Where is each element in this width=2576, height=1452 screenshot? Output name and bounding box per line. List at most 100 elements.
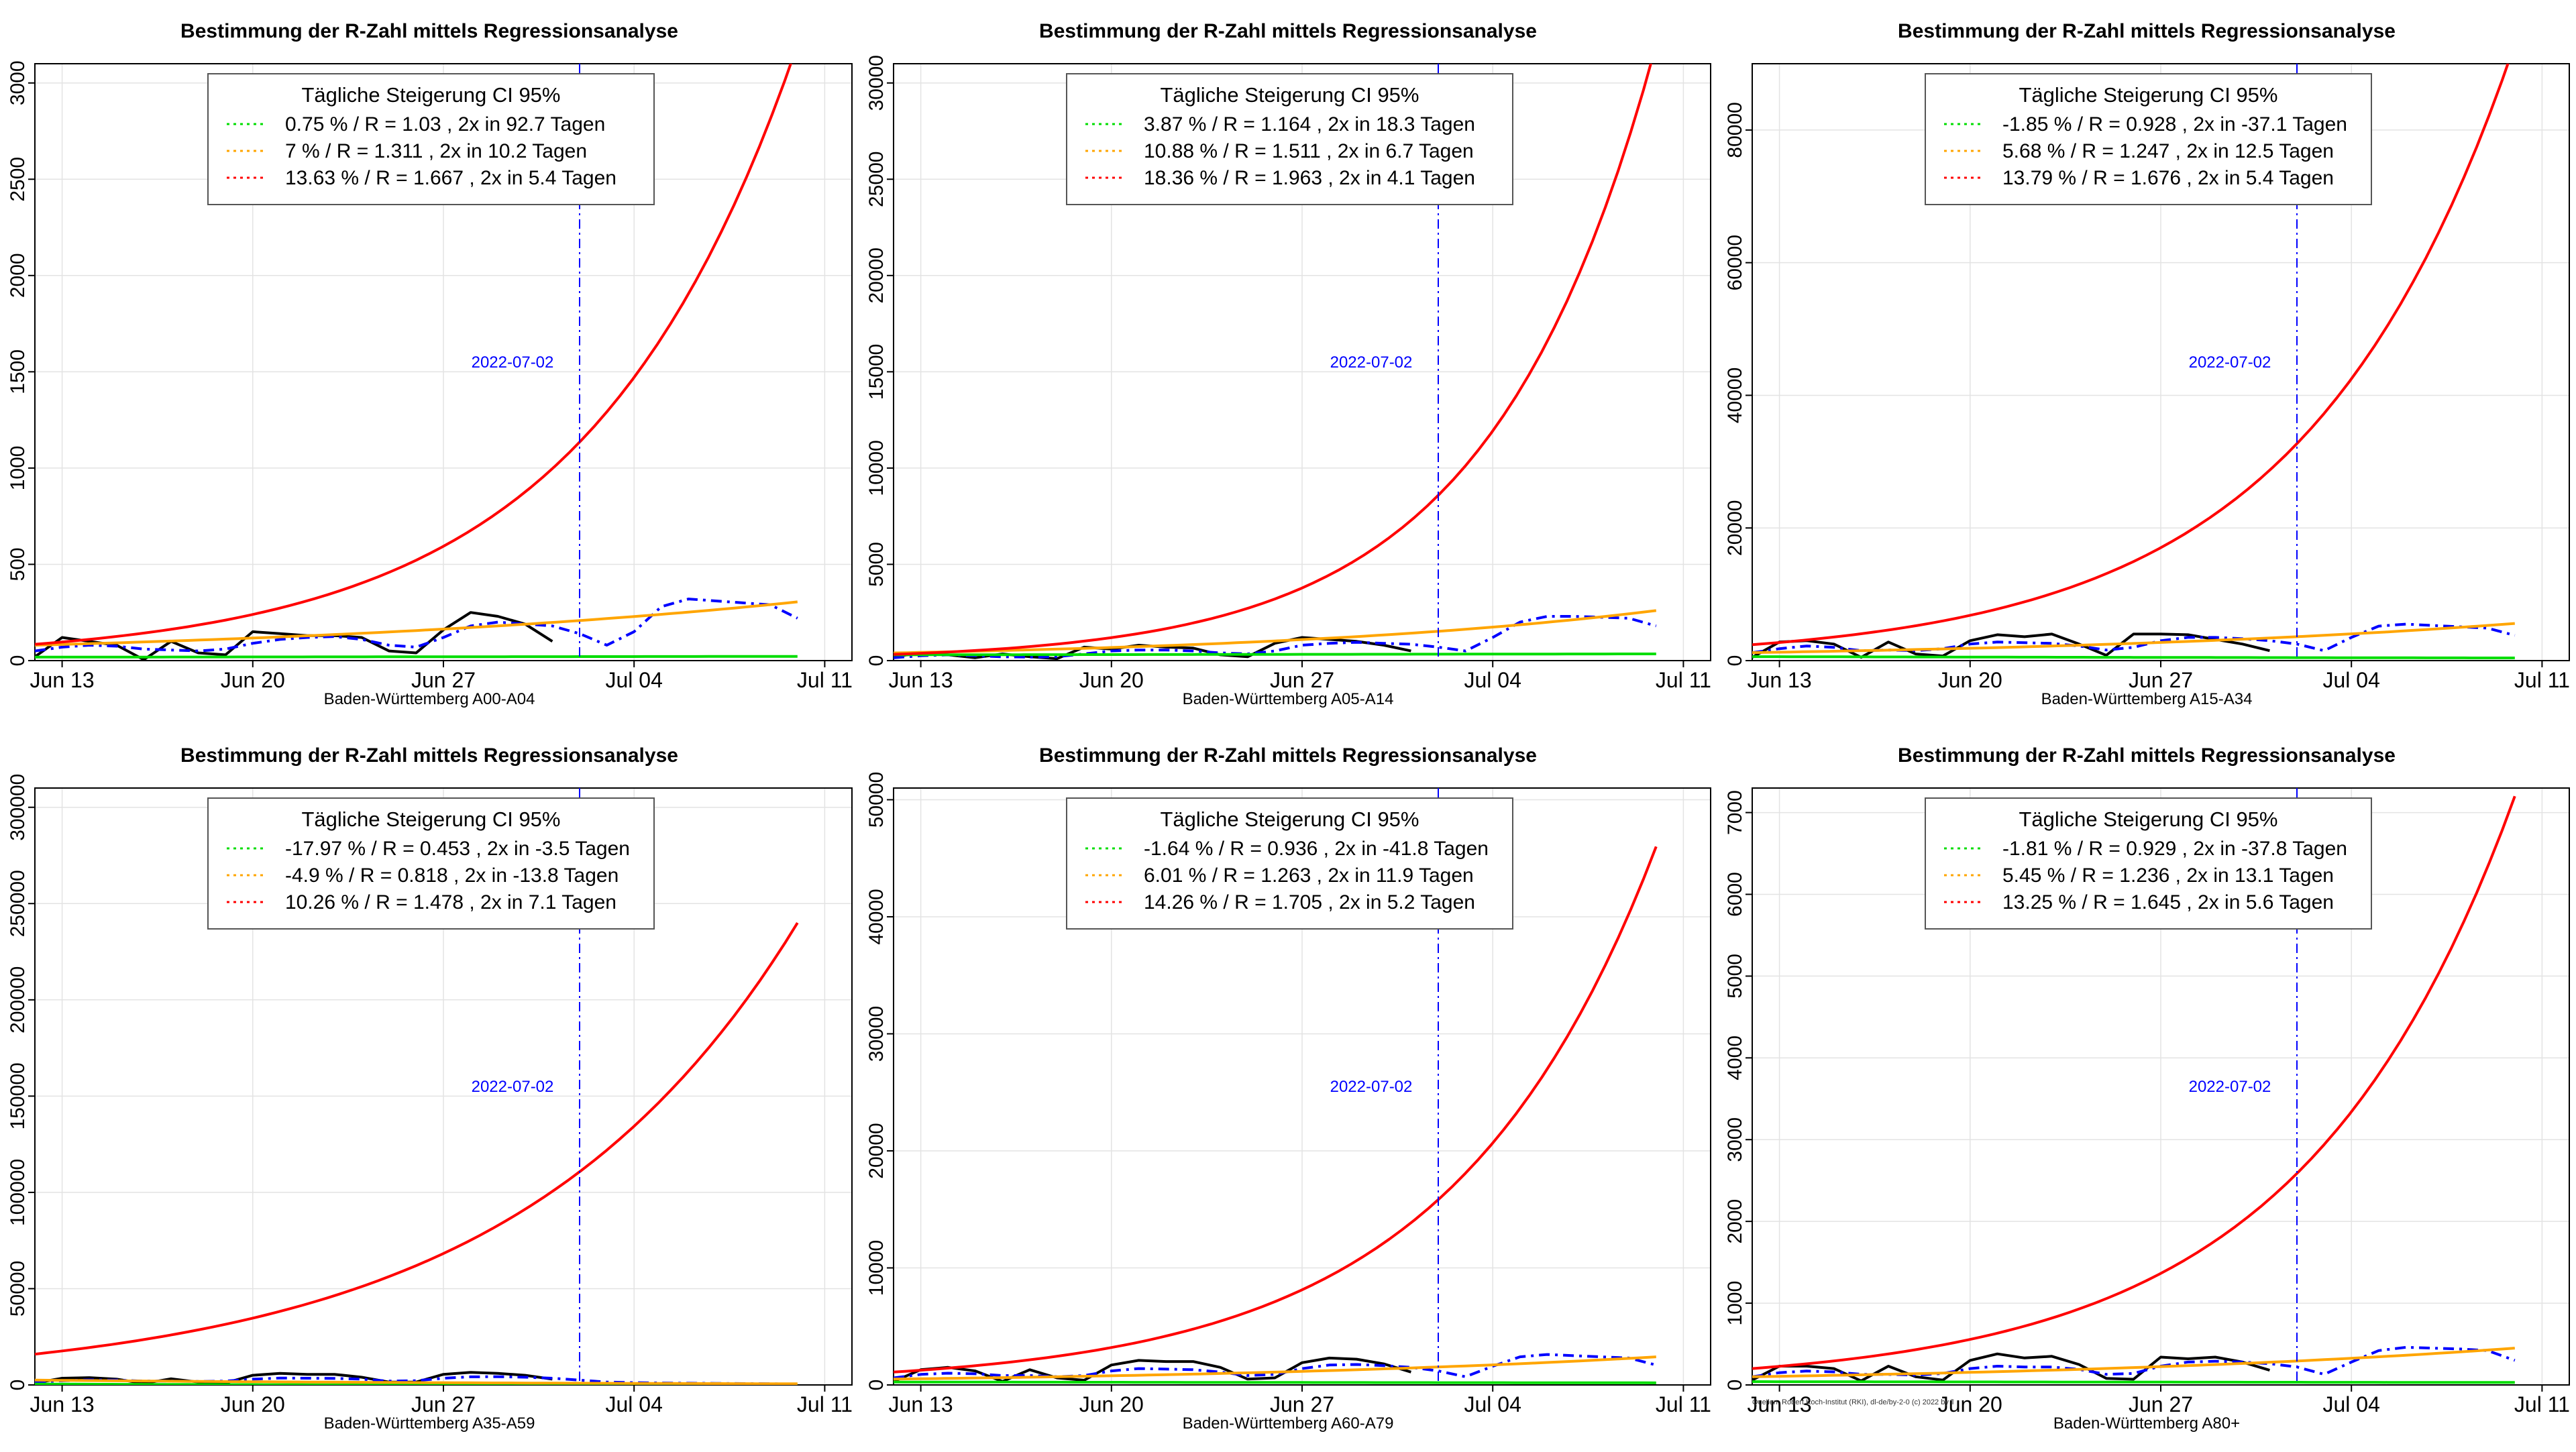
legend-box [1066, 73, 1513, 205]
y-tick-label: 2000 [7, 253, 29, 298]
x-tick-label: Jun 27 [2129, 668, 2193, 692]
series-line-upper [894, 64, 1652, 656]
x-axis-label: Baden-Württemberg A80+ [2053, 1414, 2240, 1433]
chart-a35-a59: 2022-07-02 Jun 13 Jun 20 Jun 27 Jul 04 Jul 11… [7, 744, 853, 1433]
x-tick-label: Jun 27 [2129, 1392, 2193, 1416]
x-tick-label: Jul 11 [2514, 1392, 2570, 1416]
x-tick-label: Jun 27 [1270, 668, 1334, 692]
y-tick-label: 6000 [1724, 872, 1746, 917]
x-tick-label: Jun 13 [889, 1392, 953, 1416]
date-marker-label: 2022-07-02 [2189, 1078, 2271, 1096]
x-tick-label: Jun 20 [1079, 668, 1144, 692]
legend-entry: 5.45 % / R = 1.236 , 2x in 13.1 Tagen [2002, 864, 2334, 887]
y-tick-label: 0 [1724, 1380, 1746, 1391]
chart-title: Bestimmung der R-Zahl mittels Regression… [1898, 744, 2396, 767]
series-line-upper [1752, 795, 2516, 1370]
legend: Tägliche Steigerung CI 95% -1.81 % / R = … [1925, 797, 2372, 930]
series-group [894, 846, 1658, 1384]
x-tick-label: Jun 13 [1748, 1392, 1812, 1416]
y-tick-label: 25000 [865, 152, 888, 207]
series-line-actual [894, 1356, 1411, 1383]
legend-title: Tägliche Steigerung CI 95% [301, 807, 560, 831]
y-tick-label: 2500 [7, 157, 29, 202]
y-tick-label: 1500 [7, 349, 29, 394]
y-tick-label: 0 [7, 1380, 29, 1391]
series-group [1752, 64, 2516, 659]
chart-a00-a04: 2022-07-02 Jun 13 Jun 20 Jun 27 Jul 04 Jul 11… [7, 20, 853, 708]
y-tick-label: 20000 [1724, 500, 1746, 556]
x-tick-label: Jun 27 [1270, 1392, 1334, 1416]
y-tick-label: 500 [7, 547, 29, 581]
y-tick-label: 3000 [1724, 1117, 1746, 1162]
series-line-middle [894, 1355, 1656, 1381]
x-axis-label: Baden-Württemberg A15-A34 [2041, 690, 2253, 708]
x-axis-label: Baden-Württemberg A60-A79 [1183, 1414, 1394, 1433]
legend-entry: -1.81 % / R = 0.929 , 2x in -37.8 Tagen [2002, 838, 2347, 860]
series-line-actual [1752, 1352, 2270, 1382]
y-tick-label: 20000 [865, 247, 888, 303]
y-tick-label: 0 [1724, 655, 1746, 667]
series-line-smoothed [894, 1353, 1657, 1380]
series-line-smoothed [1752, 622, 2516, 655]
legend: Tägliche Steigerung CI 95% -1.85 % / R = … [1925, 73, 2372, 205]
date-marker-label: 2022-07-02 [1330, 353, 1413, 372]
series-group [1752, 795, 2516, 1384]
x-tick-label: Jul 04 [1464, 668, 1521, 692]
y-tick-label: 60000 [1724, 235, 1746, 290]
series-line-lower [894, 653, 1656, 657]
chart-panel-a15-a34: 2022-07-02 Jun 13 Jun 20 Jun 27 Jul 04 Jul 11… [1717, 0, 2576, 724]
series-line-smoothed [1752, 1345, 2516, 1378]
y-tick-label: 1000 [7, 446, 29, 491]
y-tick-label: 5000 [865, 542, 888, 587]
y-tick-label: 30000 [865, 55, 888, 111]
legend-box [1925, 797, 2372, 930]
legend-entry: -4.9 % / R = 0.818 , 2x in -13.8 Tagen [285, 864, 619, 887]
x-tick-label: Jul 04 [1464, 1392, 1521, 1416]
y-tick-label: 15000 [865, 344, 888, 400]
x-tick-label: Jun 20 [221, 668, 285, 692]
legend-entry: 6.01 % / R = 1.263 , 2x in 11.9 Tagen [1144, 864, 1474, 887]
series-line-lower [894, 1380, 1656, 1384]
y-tick-label: 1000 [1724, 1281, 1746, 1326]
x-tick-label: Jun 20 [221, 1392, 285, 1416]
y-tick-label: 150000 [7, 1062, 29, 1129]
y-tick-label: 2000 [1724, 1199, 1746, 1244]
x-tick-label: Jun 20 [1938, 1392, 2002, 1416]
series-line-upper [35, 922, 799, 1356]
y-tick-label: 250000 [7, 870, 29, 937]
legend-box [1066, 797, 1513, 930]
date-marker-label: 2022-07-02 [472, 1078, 554, 1096]
chart-title: Bestimmung der R-Zahl mittels Regression… [1039, 20, 1537, 42]
legend-box [207, 73, 655, 205]
chart-a15-a34: 2022-07-02 Jun 13 Jun 20 Jun 27 Jul 04 Jul 11… [1724, 20, 2570, 708]
series-group [894, 64, 1657, 661]
y-tick-label: 10000 [865, 440, 888, 496]
x-tick-label: Jun 13 [30, 1392, 95, 1416]
legend-entry: 0.75 % / R = 1.03 , 2x in 92.7 Tagen [285, 113, 605, 135]
x-tick-label: Jul 11 [1656, 1392, 1711, 1416]
y-tick-label: 4000 [1724, 1036, 1746, 1080]
y-tick-label: 300000 [7, 774, 29, 841]
chart-panel-a35-a59: 2022-07-02 Jun 13 Jun 20 Jun 27 Jul 04 Jul 11… [0, 724, 859, 1449]
x-tick-label: Jul 11 [1656, 668, 1711, 692]
x-tick-label: Jun 13 [1748, 668, 1812, 692]
legend-title: Tägliche Steigerung CI 95% [2019, 807, 2277, 831]
chart-panel-a05-a14: 2022-07-02 Jun 13 Jun 20 Jun 27 Jul 04 Jul 11… [859, 0, 1717, 724]
legend-entry: 13.79 % / R = 1.676 , 2x in 5.4 Tagen [2002, 167, 2334, 189]
y-tick-label: 20000 [865, 1123, 888, 1178]
x-axis-label: Baden-Württemberg A05-A14 [1183, 690, 1394, 708]
x-axis-label: Baden-Württemberg A00-A04 [324, 690, 535, 708]
series-line-lower [35, 1382, 798, 1385]
y-tick-label: 7000 [1724, 790, 1746, 835]
series-group [35, 922, 799, 1385]
y-tick-label: 0 [865, 655, 888, 667]
series-line-smoothed [894, 615, 1657, 659]
series-line-lower [1752, 655, 2515, 659]
date-marker-label: 2022-07-02 [1330, 1078, 1413, 1096]
series-line-actual [35, 611, 553, 661]
date-marker-label: 2022-07-02 [2189, 353, 2271, 372]
series-line-middle [35, 1378, 798, 1385]
legend-entry: -17.97 % / R = 0.453 , 2x in -3.5 Tagen [285, 838, 630, 860]
chart-panel-a80-plus: 2022-07-02 Jun 13 Jun 20 Jun 27 Jul 04 Jul 11… [1717, 724, 2576, 1449]
